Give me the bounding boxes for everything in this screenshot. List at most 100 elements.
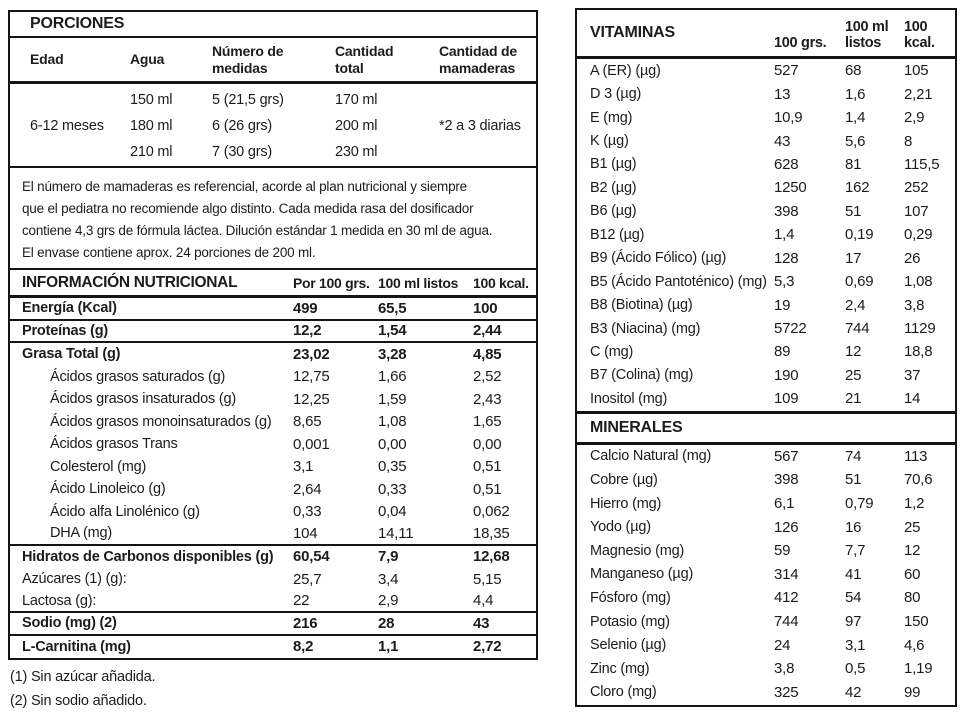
vitamins-header-row: VITAMINAS 100 grs. 100 ml listos 100 kca…: [577, 10, 955, 59]
value-cell: 0,29: [904, 226, 933, 244]
value-cell: 65,5: [378, 299, 407, 317]
value-cell: 3,1: [293, 458, 314, 476]
value-cell: 628: [774, 155, 799, 173]
value-cell: 37: [904, 366, 921, 384]
value-cell: 25,7: [293, 570, 322, 588]
value-cell: 1,2: [904, 495, 925, 513]
value-cell: 0,33: [293, 503, 322, 521]
vitamin-row: B7 (Colina) (mg) 190 25 37: [577, 364, 955, 387]
label-cell: Hidratos de Carbonos disponibles (g): [22, 548, 274, 565]
column-header-100kcal: 100 kcal.: [473, 274, 529, 291]
value-cell: 398: [774, 202, 799, 220]
label-cell: D 3 (µg): [590, 86, 642, 103]
nutrition-row: Ácidos grasos saturados (g) 12,75 1,66 2,52: [10, 366, 536, 389]
value-cell: 0,51: [473, 480, 502, 498]
value-cell: 51: [845, 202, 862, 220]
label-cell: Potasio (mg): [590, 613, 670, 630]
label-cell: B6 (µg): [590, 203, 637, 220]
value-cell: 12,25: [293, 390, 330, 408]
value-cell: 8,2: [293, 638, 314, 656]
value-cell: 0,51: [473, 458, 502, 476]
label-cell: Cobre (µg): [590, 471, 658, 488]
value-cell: 89: [774, 343, 791, 361]
value-cell: 1250: [774, 179, 807, 197]
label-cell: Proteínas (g): [22, 322, 109, 339]
preparation-note: El número de mamaderas es referencial, a…: [10, 168, 536, 270]
value-cell: 1,6: [845, 85, 866, 103]
value-cell: 0,79: [845, 495, 874, 513]
value-cell: 81: [845, 155, 862, 173]
label-cell: Inositol (mg): [590, 390, 668, 407]
vitamin-row: B2 (µg) 1250 162 252: [577, 176, 955, 199]
label-cell: A (ER) (µg): [590, 62, 661, 79]
footnotes: (1) Sin azúcar añadida. (2) Sin sodio añ…: [10, 665, 156, 713]
nutrition-row: Energía (Kcal) 499 65,5 100: [10, 298, 536, 321]
vitamin-row: B8 (Biotina) (µg) 19 2,4 3,8: [577, 293, 955, 316]
column-header-100grs: 100 grs.: [774, 35, 827, 52]
value-cell: 412: [774, 589, 799, 607]
value-cell: 0,062: [473, 503, 510, 521]
value-cell: 25: [904, 518, 921, 536]
label-cell: B9 (Ácido Fólico) (µg): [590, 250, 727, 267]
nutrition-row: Azúcares (1) (g): 25,7 3,4 5,15: [10, 568, 536, 591]
value-cell: 6,1: [774, 495, 795, 513]
nutrition-row: Lactosa (g): 22 2,9 4,4: [10, 591, 536, 613]
value-cell: 1,19: [904, 660, 933, 678]
vitamin-row: B12 (µg) 1,4 0,19 0,29: [577, 223, 955, 246]
value-cell: 7,7: [845, 542, 866, 560]
label-cell: Yodo (µg): [590, 519, 651, 536]
scoops-cell: 6 (26 grs): [212, 118, 273, 134]
label-cell: B2 (µg): [590, 179, 637, 196]
nutrition-row: Ácido Linoleico (g) 2,64 0,33 0,51: [10, 478, 536, 501]
value-cell: 1,59: [378, 390, 407, 408]
value-cell: 24: [774, 636, 791, 654]
bottles-per-day-cell: *2 a 3 diarias: [439, 118, 521, 134]
value-cell: 0,00: [473, 435, 502, 453]
label-cell: C (mg): [590, 343, 634, 360]
value-cell: 12,2: [293, 322, 322, 340]
label-cell: Energía (Kcal): [22, 300, 117, 317]
value-cell: 2,52: [473, 368, 502, 386]
value-cell: 3,8: [774, 660, 795, 678]
value-cell: 567: [774, 447, 799, 465]
value-cell: 23,02: [293, 345, 330, 363]
value-cell: 2,43: [473, 390, 502, 408]
value-cell: 26: [904, 249, 921, 267]
vitamin-row: C (mg) 89 12 18,8: [577, 340, 955, 363]
value-cell: 115,5: [904, 155, 940, 173]
column-header-100kcal: 100 kcal.: [904, 19, 935, 52]
value-cell: 2,44: [473, 322, 502, 340]
label-cell: Sodio (mg) (2): [22, 615, 117, 632]
label-cell: Ácidos grasos saturados (g): [50, 368, 226, 385]
value-cell: 499: [293, 299, 318, 317]
value-cell: 2,4: [845, 296, 866, 314]
portions-nutrition-panel: PORCIONES Edad Agua Número de medidas Ca…: [8, 10, 538, 660]
value-cell: 150: [904, 613, 929, 631]
value-cell: 5,6: [845, 132, 866, 150]
label-cell: Selenio (µg): [590, 637, 667, 654]
water-cell: 180 ml: [130, 118, 173, 134]
label-cell: B3 (Niacina) (mg): [590, 320, 701, 337]
value-cell: 0,35: [378, 458, 407, 476]
value-cell: 2,72: [473, 638, 502, 656]
mineral-row: Zinc (mg) 3,8 0,5 1,19: [577, 657, 955, 681]
value-cell: 12: [904, 542, 921, 560]
vitamin-row: B3 (Niacina) (mg) 5722 744 1129: [577, 317, 955, 340]
value-cell: 12,75: [293, 368, 330, 386]
value-cell: 43: [774, 132, 791, 150]
label-cell: Cloro (mg): [590, 684, 657, 701]
label-cell: L-Carnitina (mg): [22, 638, 131, 655]
label-cell: Magnesio (mg): [590, 542, 685, 559]
value-cell: 107: [904, 202, 929, 220]
value-cell: 70,6: [904, 471, 933, 489]
value-cell: 4,85: [473, 345, 502, 363]
value-cell: 13: [774, 85, 791, 103]
value-cell: 0,69: [845, 273, 874, 291]
label-cell: Ácidos grasos monoinsaturados (g): [50, 413, 272, 430]
value-cell: 252: [904, 179, 929, 197]
value-cell: 41: [845, 565, 862, 583]
value-cell: 126: [774, 518, 799, 536]
mineral-row: Potasio (mg) 744 97 150: [577, 610, 955, 634]
value-cell: 1,66: [378, 368, 407, 386]
value-cell: 7,9: [378, 548, 399, 566]
